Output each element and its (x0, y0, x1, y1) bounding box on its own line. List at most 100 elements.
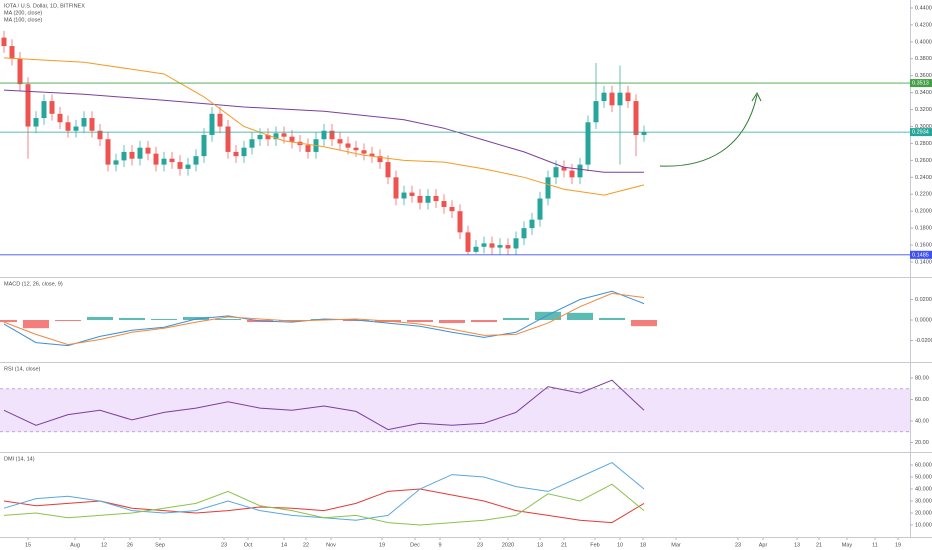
candle-body (641, 132, 647, 135)
candle-body (521, 228, 527, 239)
candle-body (161, 158, 167, 165)
histogram-bar (119, 317, 145, 321)
y-tick-label: 0.2200 (915, 192, 932, 198)
x-tick-label: 23 (477, 542, 483, 548)
candle-body (409, 192, 415, 196)
histogram-bar (471, 320, 497, 323)
histogram-bar (407, 320, 433, 323)
y-tick-label: 0.0000 (915, 317, 932, 323)
candle-body (457, 211, 463, 233)
candle-body (321, 130, 327, 140)
y-tick-label: 0.4400 (915, 5, 932, 11)
candle-body (25, 84, 31, 127)
y-tick-label: 0.2400 (915, 175, 932, 181)
series-line (3, 57, 645, 196)
x-tick-label: Sep (155, 542, 165, 548)
y-tick-label: 0.0200 (915, 297, 932, 303)
histogram-bar (23, 320, 49, 329)
candle-body (513, 238, 519, 249)
legend-entry: MA (100, close) (4, 17, 42, 23)
candle-body (273, 133, 279, 140)
y-tick-label: 20.0000 (915, 510, 932, 516)
series-line (3, 379, 645, 431)
y-tick-label: 60.0000 (915, 462, 932, 468)
x-tick-label: Oct (244, 542, 253, 548)
candle-body (545, 177, 551, 199)
price-label: 0.3513 (912, 81, 929, 87)
candle-body (601, 92, 607, 102)
candle-body (449, 206, 455, 212)
candle-body (137, 147, 143, 159)
candle-body (281, 133, 287, 137)
candle-body (225, 126, 231, 152)
price-label-box (910, 250, 932, 259)
candle-body (201, 134, 207, 157)
candle-body (369, 153, 375, 157)
x-tick-label: 10 (617, 542, 623, 548)
x-tick-label: 22 (303, 542, 309, 548)
x-tick-label: 18 (640, 542, 646, 548)
candle-body (593, 101, 599, 123)
candle-body (185, 164, 191, 169)
candle-body (1, 37, 7, 47)
candle-body (105, 139, 111, 165)
candle-body (121, 151, 127, 161)
histogram-bar (503, 317, 529, 321)
candle-body (257, 134, 263, 140)
y-tick-label: 20.00 (915, 440, 929, 446)
x-tick-label: 13 (537, 542, 543, 548)
candle-body (401, 192, 407, 199)
candle-body (625, 92, 631, 102)
x-tick-label: 26 (127, 542, 133, 548)
candle-body (97, 130, 103, 140)
series-line (3, 290, 645, 347)
candle-body (9, 46, 15, 59)
y-tick-label: 0.2600 (915, 158, 932, 164)
candle-body (345, 143, 351, 148)
candle-body (305, 145, 311, 152)
x-tick-label: 12 (101, 542, 107, 548)
arrow-head (751, 91, 762, 102)
histogram-bar (151, 318, 177, 321)
y-tick-label: 60.00 (915, 397, 929, 403)
y-tick-label: 80.00 (915, 375, 929, 381)
y-tick-label: 40.0000 (915, 486, 932, 492)
candle-body (465, 232, 471, 252)
histogram-bar (631, 320, 657, 327)
candle-body (233, 151, 239, 157)
panel-title: MACD (12, 26, close, 9) (4, 281, 63, 287)
candle-body (49, 101, 55, 114)
candle-body (289, 136, 295, 142)
candle-body (633, 101, 639, 135)
x-tick-label: Dec (410, 542, 420, 548)
candle-body (241, 147, 247, 157)
y-tick-label: 0.1600 (915, 243, 932, 249)
candle-body (113, 160, 119, 165)
candle-body (73, 126, 79, 131)
candle-body (489, 243, 495, 248)
candle-body (617, 92, 623, 106)
candle-body (249, 139, 255, 148)
candle-body (561, 167, 567, 171)
candle-body (17, 58, 23, 85)
histogram-bar (55, 320, 81, 322)
candle-body (433, 195, 439, 202)
histogram-bar (87, 316, 113, 321)
candle-body (497, 245, 503, 248)
histogram-bar (535, 311, 561, 321)
x-tick-label: May (842, 542, 853, 548)
candle-body (361, 150, 367, 154)
y-tick-label: 40.00 (915, 418, 929, 424)
candle-body (609, 92, 615, 106)
candle-body (57, 113, 63, 123)
series-line (3, 89, 644, 173)
price-label: 0.2934 (912, 130, 929, 136)
x-tick-label: 19 (895, 542, 901, 548)
candle-body (473, 246, 479, 252)
x-tick-label: 11 (872, 542, 878, 548)
price-label-box (910, 79, 932, 88)
x-tick-label: 13 (794, 542, 800, 548)
histogram-bar (439, 320, 465, 324)
